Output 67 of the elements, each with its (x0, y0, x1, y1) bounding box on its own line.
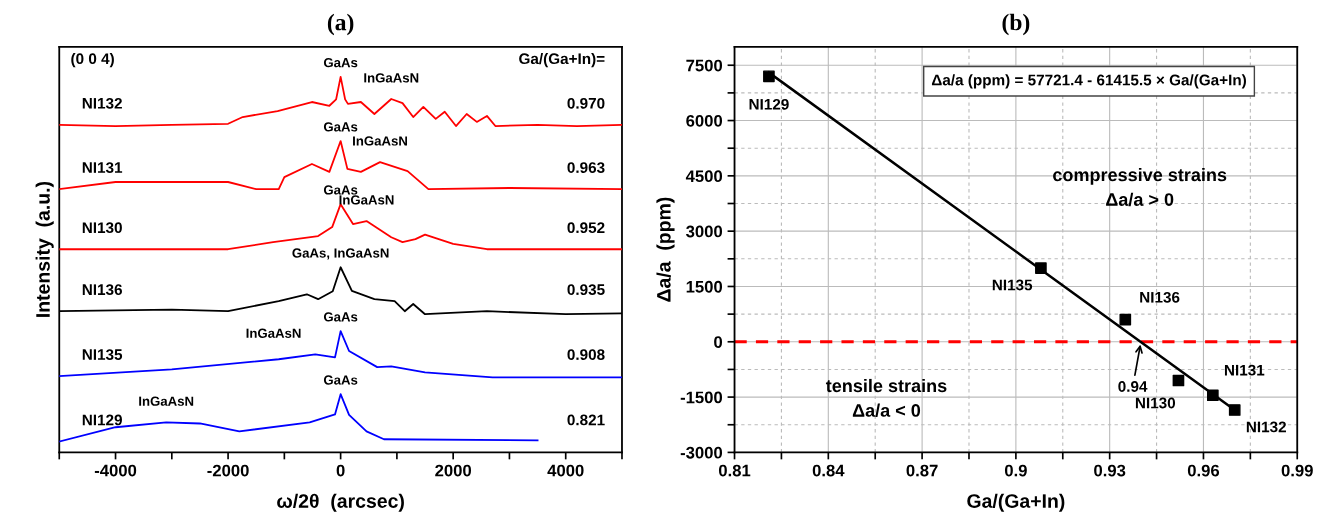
chart-title: (a) (327, 13, 354, 36)
annotation: InGaAsN (339, 195, 394, 205)
annotation: GaAs (323, 312, 358, 322)
annotation: InGaAsN (139, 396, 194, 406)
annotation: compressive strains Δa/a > 0 (1053, 168, 1227, 207)
point (1206, 389, 1219, 402)
annotation: NI129 (749, 98, 789, 110)
annotation: InGaAsN (246, 328, 301, 338)
x-tick-label: -4000 (94, 464, 137, 477)
annotation: 0.94 (1118, 381, 1148, 392)
y-axis-title: Intensity (a.u.) (35, 181, 54, 317)
y-tick-label: 6000 (686, 114, 723, 127)
y-tick-label: 1500 (686, 280, 723, 293)
chart-title: (b) (1002, 13, 1030, 36)
annotation: GaAs, InGaAsN (292, 248, 389, 260)
point (763, 70, 775, 83)
series-label: NI131 (82, 162, 123, 173)
series-label: NI130 (82, 222, 122, 234)
x-tick-label: 0.99 (1281, 464, 1313, 477)
annotation: GaAs (323, 57, 358, 68)
y-tick-label: 3000 (686, 225, 723, 238)
annotation: 0.935 (567, 284, 605, 296)
x-tick-label: 0.93 (1094, 464, 1126, 477)
x-tick-label: 0.96 (1187, 464, 1220, 477)
annotation: NI135 (992, 279, 1033, 291)
annotation: 0.952 (567, 222, 605, 234)
x-axis-title: Ga/(Ga+In) (967, 493, 1065, 512)
point (1228, 404, 1241, 416)
x-tick-label: 2000 (435, 464, 472, 477)
x-tick-label: 0.84 (812, 464, 845, 477)
text: (0 0 4) (71, 52, 114, 68)
x-tick-label: 0.81 (718, 464, 751, 477)
annotation: Δa/a (ppm) = 57721.4 - 61415.5 × Ga/(Ga+In) (931, 74, 1246, 89)
series-label: NI136 (82, 284, 122, 296)
y-tick-label: -1500 (680, 391, 723, 404)
x-tick-label: -2000 (207, 464, 249, 477)
text: Ga/(Ga+In)= (519, 52, 605, 68)
annotation: 0.970 (567, 97, 605, 109)
series-label: NI135 (82, 349, 123, 361)
annotation: NI132 (1246, 421, 1286, 433)
x-tick-label: 4000 (547, 464, 584, 477)
x-tick-label: 0.9 (1004, 464, 1027, 477)
annotation: 0.821 (567, 414, 605, 426)
x-tick-label: 0 (336, 464, 345, 477)
annotation: InGaAsN (364, 73, 419, 83)
y-axis-title: Δa/a (ppm) (656, 197, 675, 302)
x-tick-label: 0.87 (906, 464, 938, 477)
point (1035, 262, 1047, 274)
series-label: NI132 (82, 97, 122, 109)
y-tick-label: 7500 (686, 59, 723, 72)
annotation: tensile strains Δa/a < 0 (825, 378, 947, 418)
y-tick-label: 0 (714, 336, 723, 348)
x-axis-title: ω/2θ (arcsec) (277, 493, 404, 512)
y-tick-label: 4500 (685, 170, 723, 183)
point (1119, 313, 1132, 326)
series-label: NI129 (82, 414, 122, 426)
annotation: NI136 (1140, 291, 1180, 303)
annotation: 0.908 (567, 349, 605, 360)
annotation: GaAs (323, 185, 358, 195)
y-tick-label: -3000 (680, 446, 723, 459)
annotation: NI131 (1224, 364, 1265, 376)
annotation: GaAs (323, 122, 358, 132)
point (1172, 374, 1185, 387)
annotation: NI130 (1135, 397, 1176, 409)
annotation: 0.963 (567, 162, 605, 173)
annotation: GaAs (323, 375, 358, 385)
annotation: InGaAsN (353, 136, 407, 146)
